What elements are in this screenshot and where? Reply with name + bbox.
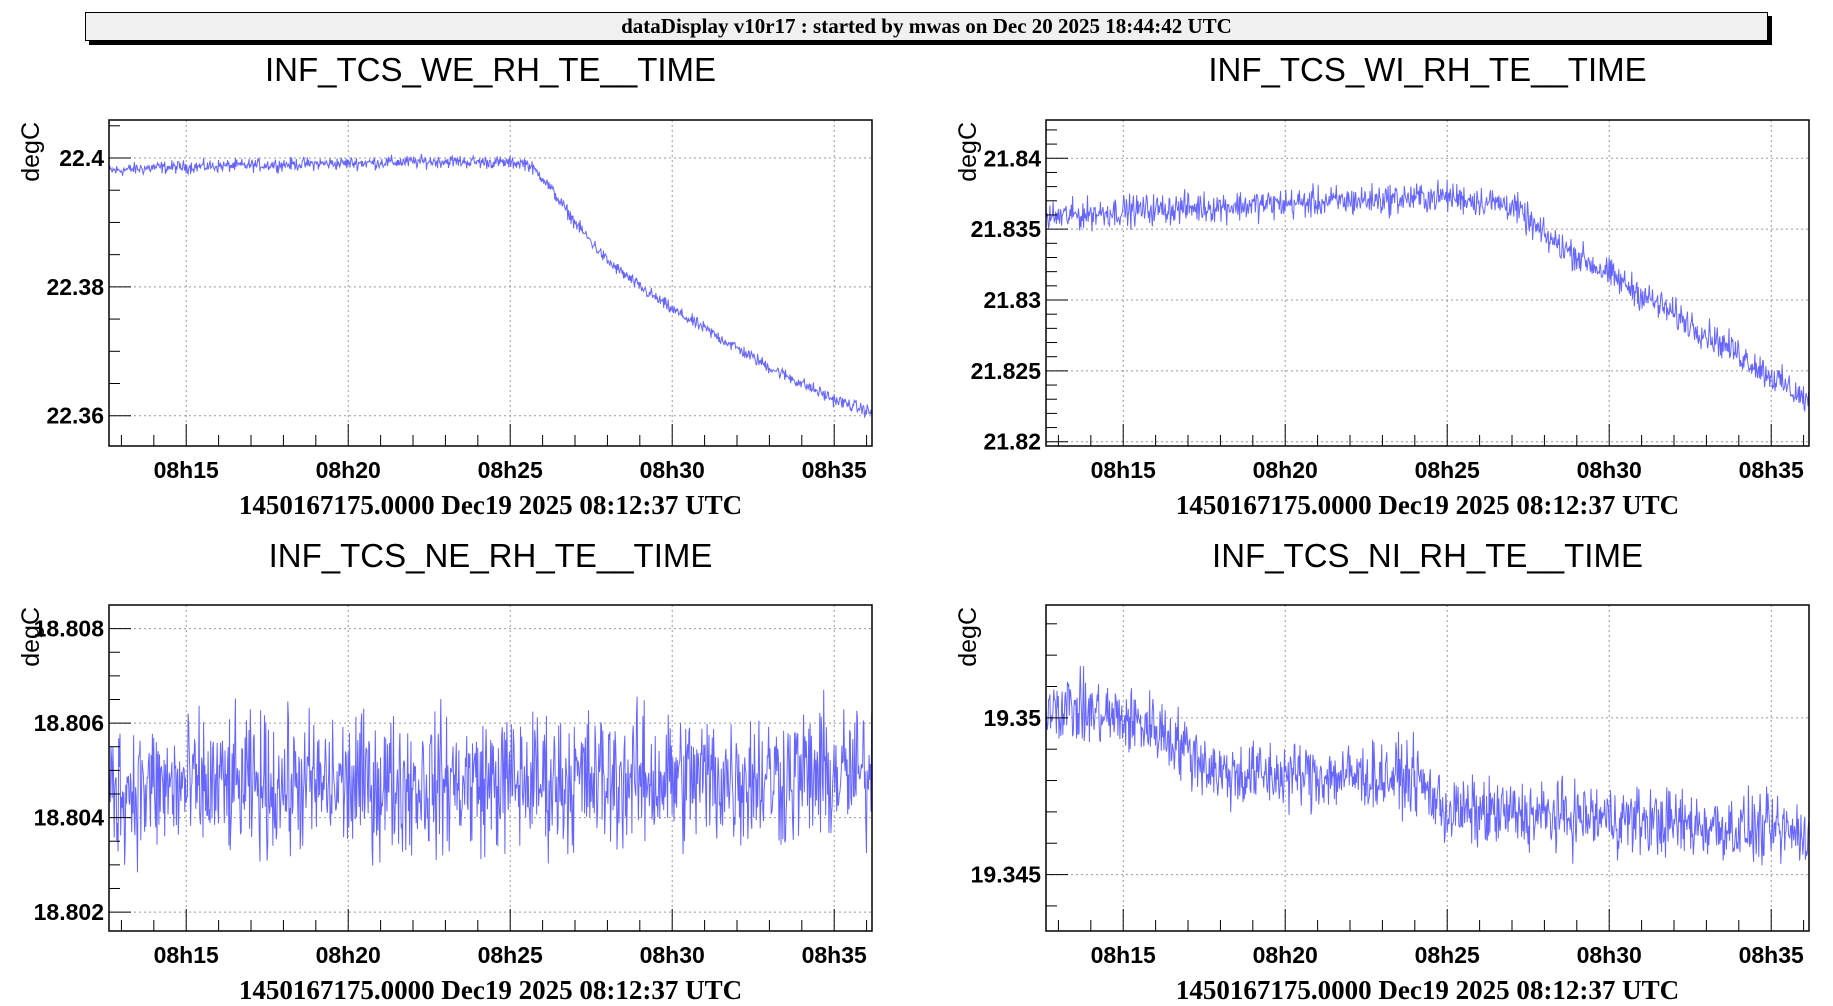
- y-tick-label: 18.808: [34, 616, 105, 642]
- data-series-line: [1045, 179, 1810, 413]
- x-tick-label: 08h30: [640, 457, 705, 483]
- y-tick-label: 21.82: [983, 429, 1041, 455]
- y-axis-label: degC: [17, 607, 45, 667]
- chart-title: INF_TCS_WI_RH_TE__TIME: [1208, 51, 1646, 88]
- x-tick-label: 08h25: [478, 457, 543, 483]
- x-tick-label: 08h35: [1739, 457, 1804, 483]
- x-axis-date-label: 1450167175.0000 Dec19 2025 08:12:37 UTC: [1176, 490, 1679, 520]
- y-tick-label: 22.4: [59, 145, 104, 171]
- x-tick-label: 08h35: [1739, 942, 1804, 968]
- y-tick-label: 18.804: [34, 805, 105, 831]
- x-tick-label: 08h25: [478, 942, 543, 968]
- x-tick-label: 08h35: [802, 457, 867, 483]
- plot-frame: [1045, 604, 1810, 932]
- chart-panel-3: INF_TCS_NE_RH_TE__TIME 08h15 08h20 08h25 08h…: [17, 537, 873, 1005]
- x-tick-label: 08h25: [1415, 942, 1480, 968]
- chart-title: INF_TCS_WE_RH_TE__TIME: [265, 51, 716, 88]
- x-tick-label: 08h15: [154, 942, 219, 968]
- x-tick-label: 08h15: [1091, 942, 1156, 968]
- y-tick-label: 21.835: [971, 216, 1042, 242]
- plot-frame: [1045, 119, 1810, 447]
- chart-panel-2: INF_TCS_WI_RH_TE__TIME 08h15 08h20 08h25 08h…: [954, 51, 1810, 520]
- x-tick-label: 08h30: [1577, 942, 1642, 968]
- x-tick-label: 08h20: [316, 942, 381, 968]
- window-title-bar: dataDisplay v10r17 : started by mwas on …: [85, 12, 1768, 41]
- y-axis-label: degC: [954, 607, 982, 667]
- data-series-line: [1045, 665, 1810, 866]
- y-tick-label: 22.36: [46, 403, 104, 429]
- x-tick-label: 08h35: [802, 942, 867, 968]
- x-tick-label: 08h15: [1091, 457, 1156, 483]
- y-tick-label: 19.345: [971, 862, 1042, 888]
- y-tick-label: 22.38: [46, 274, 104, 300]
- chart-panel-4: INF_TCS_NI_RH_TE__TIME 08h15 08h20 08h25 08h…: [954, 537, 1810, 1005]
- x-tick-label: 08h15: [154, 457, 219, 483]
- chart-title: INF_TCS_NE_RH_TE__TIME: [269, 537, 713, 574]
- plot-frame: [108, 119, 873, 447]
- y-tick-label: 21.84: [983, 145, 1041, 171]
- chart-panel-1: INF_TCS_WE_RH_TE__TIME 08h15 08h20 08h25 08h…: [17, 51, 873, 520]
- y-tick-label: 18.806: [34, 710, 104, 736]
- x-tick-label: 08h30: [640, 942, 705, 968]
- y-tick-label: 21.825: [971, 358, 1042, 384]
- x-axis-date-label: 1450167175.0000 Dec19 2025 08:12:37 UTC: [1176, 975, 1679, 1005]
- data-series-line: [108, 689, 873, 873]
- y-axis-label: degC: [954, 122, 982, 182]
- x-tick-label: 08h25: [1415, 457, 1480, 483]
- x-tick-label: 08h20: [1253, 942, 1318, 968]
- data-series-line: [108, 153, 873, 418]
- plot-frame: [108, 604, 873, 932]
- x-tick-label: 08h20: [316, 457, 381, 483]
- x-axis-date-label: 1450167175.0000 Dec19 2025 08:12:37 UTC: [239, 975, 742, 1005]
- x-axis-date-label: 1450167175.0000 Dec19 2025 08:12:37 UTC: [239, 490, 742, 520]
- y-axis-label: degC: [17, 122, 45, 182]
- chart-title: INF_TCS_NI_RH_TE__TIME: [1212, 537, 1643, 574]
- x-tick-label: 08h20: [1253, 457, 1318, 483]
- y-tick-label: 21.83: [983, 287, 1041, 313]
- y-tick-label: 18.802: [34, 899, 104, 925]
- y-tick-label: 19.35: [983, 705, 1041, 731]
- x-tick-label: 08h30: [1577, 457, 1642, 483]
